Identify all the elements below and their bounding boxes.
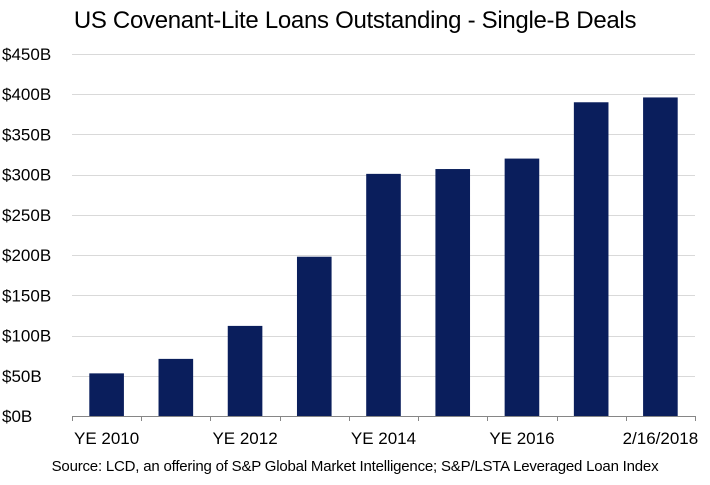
bar — [435, 169, 471, 416]
bar — [643, 97, 678, 416]
y-tick-label: $450B — [2, 45, 51, 64]
y-tick-label: $200B — [2, 246, 51, 265]
y-tick-label: $150B — [2, 286, 51, 305]
bars — [89, 97, 678, 417]
y-tick-label: $300B — [2, 166, 51, 185]
x-tick-label: 2/16/2018 — [623, 429, 699, 448]
bar — [227, 325, 263, 416]
y-tick-label: $0B — [2, 407, 32, 426]
axes — [72, 416, 696, 421]
y-tick-label: $250B — [2, 206, 51, 225]
bar — [504, 158, 540, 417]
source-note: Source: LCD, an offering of S&P Global M… — [51, 458, 659, 475]
bar — [573, 102, 609, 417]
y-tick-label: $50B — [2, 367, 42, 386]
bar — [366, 173, 401, 416]
x-tick-label: YE 2012 — [212, 429, 277, 448]
x-tick-label: YE 2014 — [351, 429, 416, 448]
x-axis-tick-labels: YE 2010 YE 2012 YE 2014 YE 2016 2/16/2018 — [74, 429, 698, 448]
chart-title: US Covenant-Lite Loans Outstanding - Sin… — [73, 7, 637, 34]
y-axis-tick-labels: $0B $50B $100B $150B $200B $250B $300B $350B $40… — [2, 45, 51, 426]
y-tick-label: $400B — [2, 85, 51, 104]
bar — [89, 373, 124, 416]
x-tick-label: YE 2010 — [74, 429, 139, 448]
x-tick-label: YE 2016 — [489, 429, 554, 448]
bar — [158, 358, 194, 416]
y-tick-label: $100B — [2, 327, 51, 346]
bar — [296, 256, 332, 416]
y-tick-label: $350B — [2, 125, 51, 144]
